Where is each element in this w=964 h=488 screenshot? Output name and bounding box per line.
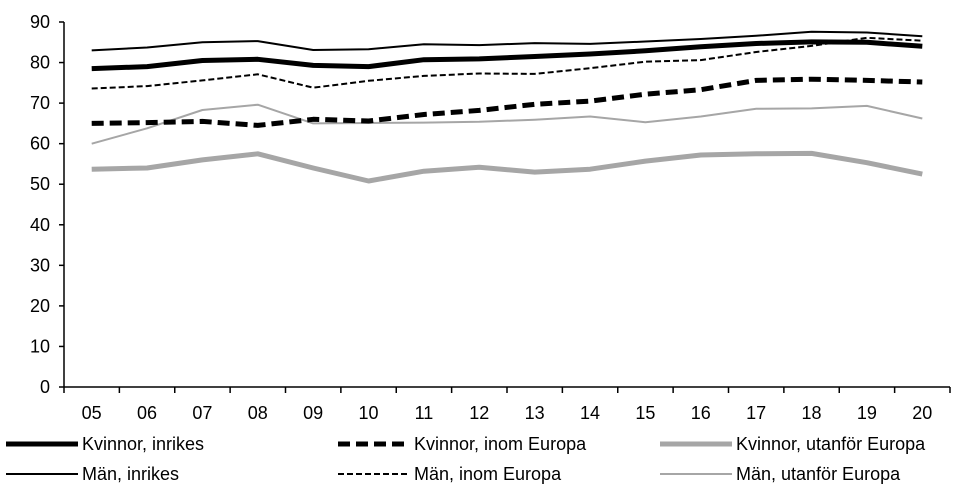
legend-swatch-kvinnor-inrikes [6, 441, 78, 447]
line-chart: 0 10 20 30 40 50 60 70 80 90 05 06 07 08 09 10 11 12 13 14 1… [30, 12, 951, 423]
legend-item-kvinnor-utanfor-europa: Kvinnor, utanför Europa [660, 432, 925, 456]
legend-label: Män, inom Europa [414, 463, 562, 484]
x-tick-label: 16 [691, 403, 711, 423]
legend-swatch-man-inrikes [6, 473, 78, 475]
legend-item-man-utanfor-europa: Män, utanför Europa [660, 462, 900, 486]
x-tick-label: 10 [359, 403, 379, 423]
y-tick-label: 20 [30, 296, 50, 316]
y-tick-label: 0 [40, 377, 50, 397]
x-tick-label: 15 [635, 403, 655, 423]
x-tick-label: 18 [802, 403, 822, 423]
legend-item-kvinnor-inrikes: Kvinnor, inrikes [6, 432, 204, 456]
legend-swatch-kvinnor-utanfor-europa [660, 441, 732, 447]
legend-label: Män, inrikes [82, 463, 180, 484]
chart-series [91, 30, 923, 184]
y-tick-label: 80 [30, 53, 50, 73]
x-tick-label: 05 [82, 403, 102, 423]
x-tick-label: 12 [469, 403, 489, 423]
x-tick-label: 19 [857, 403, 877, 423]
x-tick-label: 17 [746, 403, 766, 423]
y-tick-label: 60 [30, 134, 50, 154]
legend-label: Kvinnor, utanför Europa [736, 433, 926, 454]
x-tick-label: 14 [580, 403, 600, 423]
y-tick-label: 70 [30, 93, 50, 113]
x-tick-label: 13 [525, 403, 545, 423]
x-tick-label: 11 [415, 403, 434, 423]
series-line-5 [91, 103, 923, 145]
y-tick-label: 40 [30, 215, 50, 235]
legend-label: Kvinnor, inrikes [82, 433, 205, 454]
y-tick-label: 30 [30, 255, 50, 275]
x-tick-label: 06 [137, 403, 157, 423]
series-line-1 [91, 76, 923, 128]
x-tick-label: 20 [912, 403, 932, 423]
legend-swatch-man-utanfor-europa [660, 473, 732, 475]
chart-legend: Kvinnor, inrikes Kvinnor, inom Europa Kv… [0, 432, 964, 488]
y-tick-label: 90 [30, 12, 50, 32]
series-line-2 [91, 150, 923, 184]
series-line-3 [91, 30, 923, 52]
legend-item-kvinnor-inom-europa: Kvinnor, inom Europa [338, 432, 586, 456]
legend-item-man-inom-europa: Män, inom Europa [338, 462, 561, 486]
y-tick-label: 10 [30, 336, 50, 356]
series-line-4 [91, 36, 923, 90]
x-tick-label: 07 [192, 403, 212, 423]
legend-swatch-man-inom-europa [338, 473, 410, 475]
legend-label: Män, utanför Europa [736, 463, 901, 484]
x-tick-label: 08 [248, 403, 268, 423]
series-line-0 [91, 39, 923, 72]
y-tick-label: 50 [30, 174, 50, 194]
legend-label: Kvinnor, inom Europa [414, 433, 587, 454]
chart-axes: 0 10 20 30 40 50 60 70 80 90 05 06 07 08 09 10 11 12 13 14 1… [30, 12, 951, 423]
legend-swatch-kvinnor-inom-europa [338, 441, 410, 447]
legend-item-man-inrikes: Män, inrikes [6, 462, 179, 486]
x-tick-label: 09 [303, 403, 323, 423]
